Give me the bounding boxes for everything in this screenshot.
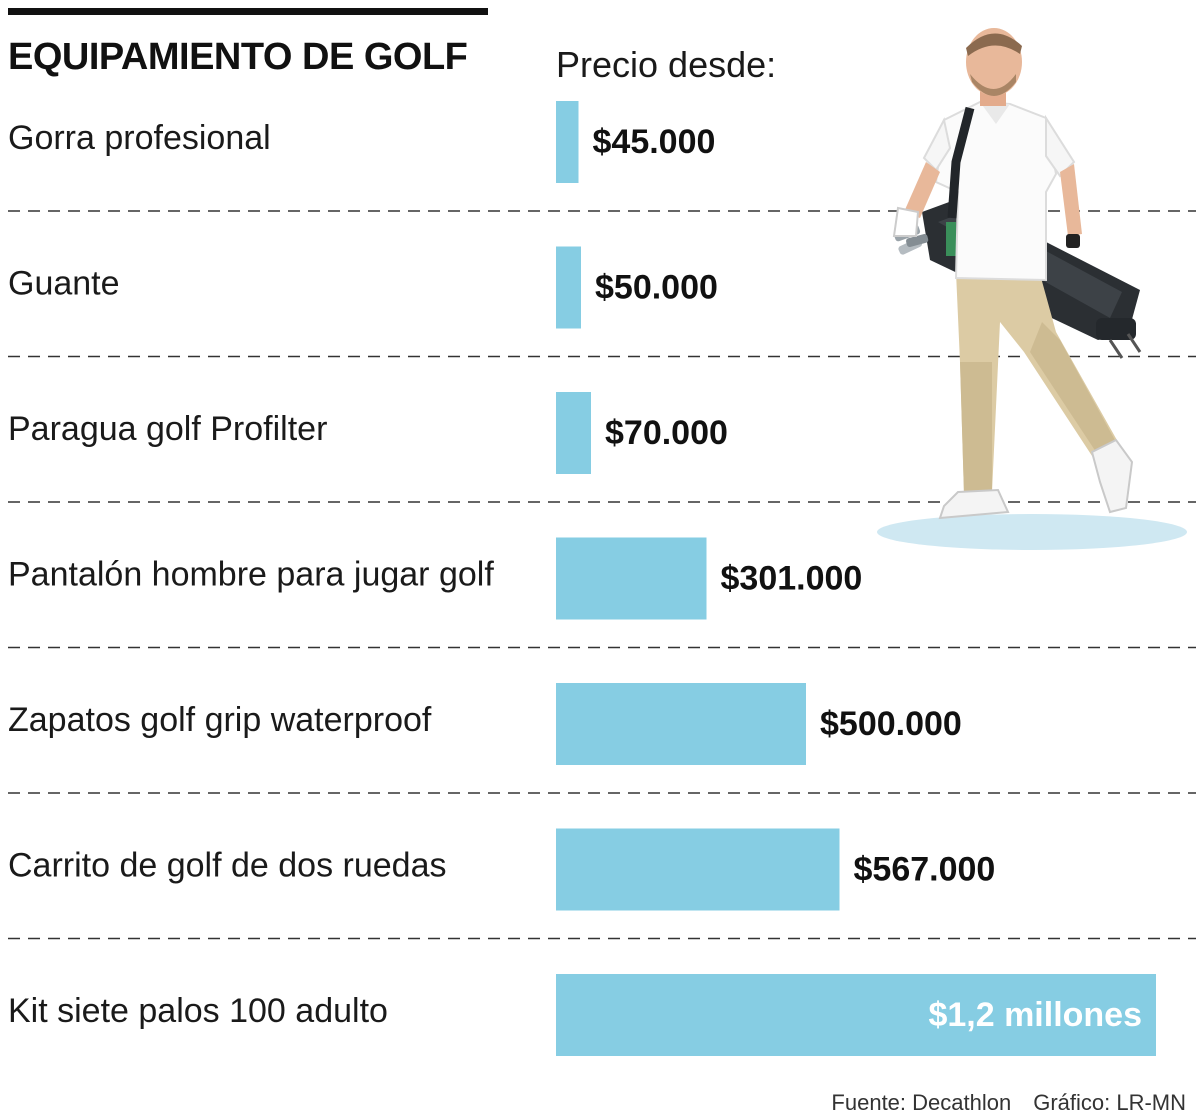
- source-text: Fuente: Decathlon: [831, 1090, 1012, 1115]
- category-label: Carrito de golf de dos ruedas: [8, 847, 446, 885]
- category-label: Kit siete palos 100 adulto: [8, 992, 388, 1030]
- pants: [956, 272, 1118, 494]
- value-label: $500.000: [820, 705, 962, 743]
- value-label: $1,2 millones: [928, 996, 1142, 1034]
- ground-shadow: [877, 514, 1187, 550]
- bar: [556, 392, 591, 474]
- bar: [556, 537, 707, 620]
- bag-strap: [947, 106, 975, 219]
- category-label: Zapatos golf grip waterproof: [8, 701, 432, 739]
- value-label: $50.000: [595, 269, 718, 307]
- value-label: $70.000: [605, 414, 728, 452]
- category-label: Gorra profesional: [8, 119, 271, 157]
- category-label: Guante: [8, 265, 120, 303]
- glove: [892, 206, 920, 237]
- watch: [1066, 234, 1080, 248]
- head: [966, 28, 1022, 106]
- bar: [556, 828, 840, 911]
- category-label: Pantalón hombre para jugar golf: [8, 556, 494, 594]
- chart-title: EQUIPAMIENTO DE GOLF: [8, 36, 468, 78]
- bar: [556, 974, 1156, 1056]
- polo-shirt: [922, 100, 1076, 282]
- bar: [556, 101, 579, 183]
- value-label: $567.000: [854, 851, 996, 889]
- value-label: $45.000: [593, 123, 716, 161]
- bar: [556, 683, 806, 765]
- category-label: Paragua golf Profilter: [8, 410, 327, 448]
- value-label: $301.000: [721, 560, 863, 598]
- bar: [556, 246, 581, 329]
- source-credit: Fuente: Decathlon Gráfico: LR-MN: [831, 1090, 1186, 1116]
- arms: [904, 162, 1082, 248]
- credit-text: Gráfico: LR-MN: [1033, 1090, 1186, 1115]
- shoes: [938, 438, 1134, 520]
- price-column-header: Precio desde:: [556, 44, 777, 85]
- golfer-carrying-bag-icon: [877, 28, 1187, 550]
- top-rule: [8, 8, 488, 15]
